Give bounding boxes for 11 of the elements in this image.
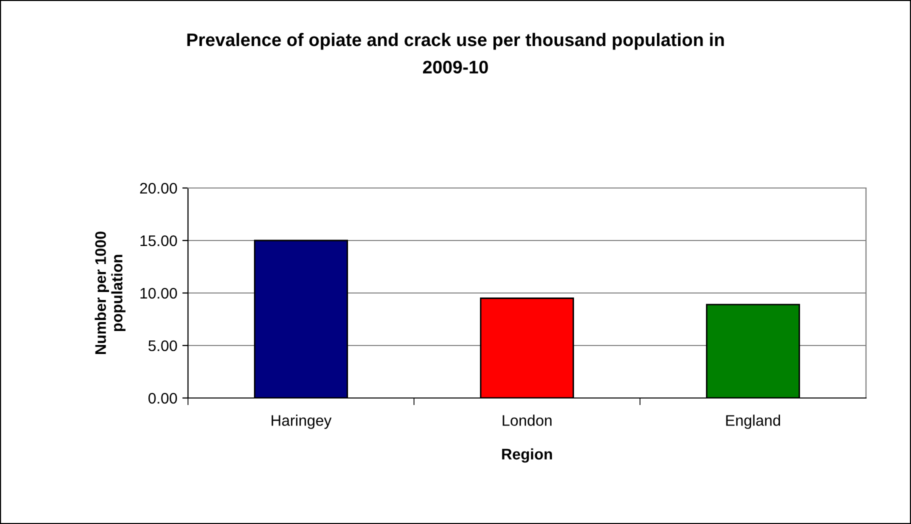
x-tick-label: London: [502, 414, 552, 426]
x-tick-label: Haringey: [272, 414, 332, 429]
y-tick-label: 0.00: [148, 392, 177, 404]
chart-title: Prevalence of opiate and crack use per thousand population in 2009-10: [187, 32, 724, 74]
y-tick-label: 5.00: [148, 340, 177, 352]
x-tick-label: England: [726, 414, 780, 429]
y-tick-label: 20.00: [140, 182, 177, 194]
y-tick-label: 10.00: [140, 288, 177, 299]
y-tick-label: 15.00: [140, 235, 177, 246]
y-axis-title: Number per 1000 population: [94, 232, 126, 354]
x-axis-title: Region: [502, 448, 552, 463]
